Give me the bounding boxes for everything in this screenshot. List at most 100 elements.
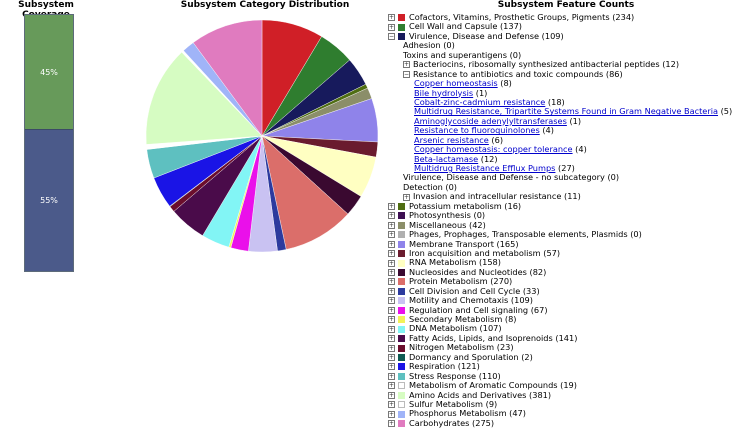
subsystem-link[interactable]: Beta-lactamase [414,153,479,164]
coverage-in-label: 45% [40,67,58,77]
category-color-swatch [398,250,405,258]
subsystem-link[interactable]: Copper homeostasis [414,78,498,89]
expand-toggle[interactable]: + [388,297,395,305]
subcategory-label: Adhesion (0) [403,40,455,51]
expand-toggle[interactable]: + [388,344,395,352]
expand-toggle[interactable]: + [388,316,395,324]
category-row: + Iron acquisition and metabolism (57) [388,247,742,258]
category-color-swatch [398,202,405,210]
category-row: + Amino Acids and Derivatives (381) [388,389,742,400]
category-label: Cofactors, Vitamins, Prosthetic Groups, … [409,12,635,22]
category-row: + Dormancy and Sporulation (2) [388,352,742,362]
category-label: Protein Metabolism (270) [409,276,513,287]
category-color-swatch [398,33,405,41]
expand-toggle[interactable]: + [388,250,395,258]
category-color-swatch [398,221,405,229]
subsystem-link[interactable]: Multidrug Resistance Efflux Pumps [414,163,556,173]
category-row: + RNA Metabolism (158) [388,257,742,268]
expand-toggle[interactable]: + [388,306,395,314]
expand-toggle[interactable]: + [388,401,395,409]
subcategory-row: Toxins and superantigens (0) [388,50,742,60]
collapse-toggle[interactable]: − [388,33,395,41]
subsystem-link[interactable]: Cobalt-zinc-cadmium resistance [414,96,546,107]
expand-toggle[interactable]: + [388,240,395,248]
category-label: Cell Wall and Capsule (137) [409,21,522,32]
coverage-bar[interactable]: 45% 55% [24,14,74,272]
coverage-not-in-subsystem[interactable]: 55% [25,130,73,271]
subcategory-row: Detection (0) [388,182,742,192]
subcategory-row: − Resistance to antibiotics and toxic com… [388,68,742,79]
subsystem-link[interactable]: Copper homeostasis: copper tolerance [414,144,573,155]
collapse-toggle[interactable]: − [403,70,410,78]
category-label: Photosynthesis (0) [409,210,486,221]
category-row: + Sulfur Metabolism (9) [388,399,742,409]
pie-slice[interactable] [145,51,263,145]
expand-toggle[interactable]: + [388,287,395,295]
expand-toggle[interactable]: + [388,221,395,229]
subsystem-row: Multidrug Resistance, Tripartite Systems… [388,106,742,117]
category-color-swatch [398,372,405,380]
pie-title: Subsystem Category Distribution [180,0,350,10]
category-pie-chart[interactable] [144,14,386,266]
category-color-swatch [398,14,405,22]
category-color-swatch [398,269,405,277]
category-row: + Miscellaneous (42) [388,219,742,230]
expand-toggle[interactable]: + [388,391,395,399]
category-color-swatch [398,391,405,399]
category-row: + Cofactors, Vitamins, Prosthetic Groups,… [388,12,742,22]
expand-toggle[interactable]: + [388,14,395,22]
expand-toggle[interactable]: + [403,193,410,201]
expand-toggle[interactable]: + [388,420,395,428]
category-label: Nitrogen Metabolism (23) [409,342,514,353]
category-row: + Metabolism of Aromatic Compounds (19) [388,380,742,390]
category-label: Regulation and Cell signaling (67) [409,304,548,315]
subsystem-count: (12) [478,153,498,164]
expand-toggle[interactable]: + [388,231,395,239]
subsystem-link[interactable]: Multidrug Resistance, Tripartite Systems… [414,106,719,117]
subsystem-count: (27) [555,163,575,173]
expand-toggle[interactable]: + [403,61,410,69]
category-color-swatch [398,23,405,31]
subsystem-link[interactable]: Arsenic resistance [414,134,489,145]
expand-toggle[interactable]: + [388,382,395,390]
expand-toggle[interactable]: + [388,212,395,220]
category-row: − Virulence, Disease and Defense (109) [388,31,742,41]
category-label: Miscellaneous (42) [409,219,486,230]
category-label: Phages, Prophages, Transposable elements… [409,229,642,240]
expand-toggle[interactable]: + [388,410,395,418]
expand-toggle[interactable]: + [388,23,395,31]
category-label: Iron acquisition and metabolism (57) [409,247,561,258]
expand-toggle[interactable]: + [388,353,395,361]
category-row: + Phosphorus Metabolism (47) [388,408,742,419]
pie-slice[interactable] [192,19,263,137]
subcategory-label: Resistance to antibiotics and toxic comp… [413,68,623,79]
category-row: + Nucleosides and Nucleotides (82) [388,267,742,277]
category-row: + Cell Division and Cell Cycle (33) [388,286,742,296]
category-row: + Motility and Chemotaxis (109) [388,295,742,305]
subsystem-link[interactable]: Bile hydrolysis [414,87,474,98]
category-label: RNA Metabolism (158) [409,257,501,268]
category-color-swatch [398,287,405,295]
category-label: Fatty Acids, Lipids, and Isoprenoids (14… [409,332,578,343]
category-color-swatch [398,278,405,286]
expand-toggle[interactable]: + [388,259,395,267]
category-row: + Protein Metabolism (270) [388,276,742,287]
expand-toggle[interactable]: + [388,269,395,277]
expand-toggle[interactable]: + [388,202,395,210]
category-label: Phosphorus Metabolism (47) [409,408,526,419]
coverage-not-in-label: 55% [40,196,58,206]
pie-slice[interactable] [261,135,349,250]
category-row: + Cell Wall and Capsule (137) [388,21,742,32]
expand-toggle[interactable]: + [388,363,395,371]
expand-toggle[interactable]: + [388,335,395,343]
subsystem-row: Arsenic resistance (6) [388,134,742,145]
category-row: + DNA Metabolism (107) [388,323,742,333]
category-label: Respiration (121) [409,361,480,372]
coverage-in-subsystem[interactable]: 45% [25,15,73,131]
category-label: Amino Acids and Derivatives (381) [409,389,552,400]
expand-toggle[interactable]: + [388,325,395,333]
subsystem-link[interactable]: Resistance to fluoroquinolones [414,125,540,136]
subsystem-link[interactable]: Aminoglycoside adenylyltransferases [414,115,567,126]
expand-toggle[interactable]: + [388,278,395,286]
expand-toggle[interactable]: + [388,372,395,380]
